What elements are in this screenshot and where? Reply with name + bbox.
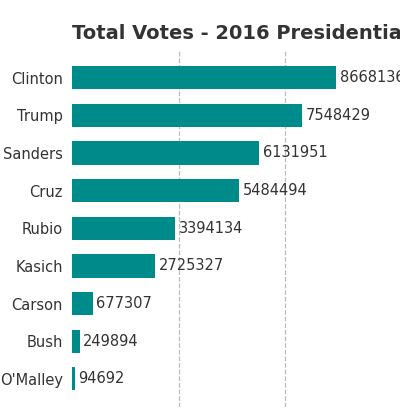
Text: 5484494: 5484494 (243, 183, 308, 198)
Text: 6131951: 6131951 (262, 146, 327, 161)
Text: 2725327: 2725327 (159, 259, 224, 273)
Bar (72, 330, 80, 353)
Bar (72, 254, 155, 278)
Text: 3394134: 3394134 (179, 221, 244, 236)
Bar (72, 367, 75, 391)
Text: 7548429: 7548429 (306, 108, 371, 123)
Bar (72, 292, 93, 315)
Text: 249894: 249894 (83, 334, 139, 349)
Bar (72, 179, 239, 202)
Text: 677307: 677307 (96, 296, 152, 311)
Bar (72, 141, 259, 165)
Text: 94692: 94692 (78, 371, 125, 386)
Bar (72, 104, 302, 127)
Bar (72, 66, 336, 89)
Text: 8668136: 8668136 (340, 70, 400, 85)
Bar (72, 217, 176, 240)
Text: Total Votes - 2016 Presidential Primary: Total Votes - 2016 Presidential Primary (72, 24, 400, 43)
